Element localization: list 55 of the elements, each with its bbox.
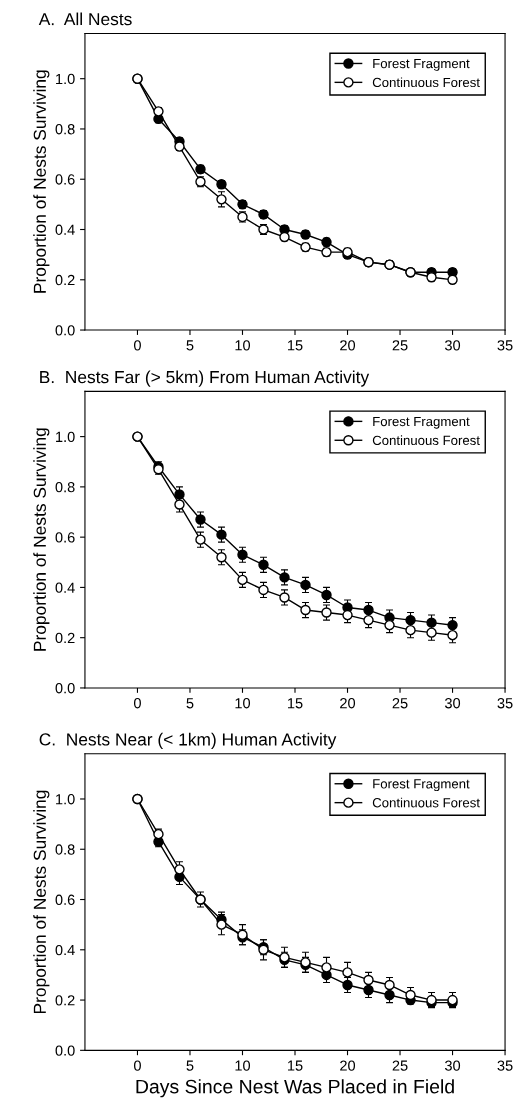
y-tick-label: 0.4 (55, 944, 75, 956)
y-tick-label: 0.8 (55, 844, 75, 855)
y-tick-label: 0.0 (55, 683, 75, 694)
chart-title: A. All Nests (38, 12, 132, 26)
y-tick-label: 0.6 (55, 894, 75, 905)
y-tick-label: 1.0 (56, 794, 75, 805)
x-tick-label: 35 (497, 1060, 513, 1071)
x-tick-label: 10 (235, 1060, 251, 1071)
x-tick-label: 10 (235, 340, 251, 351)
x-tick-label: 20 (340, 340, 356, 351)
x-tick-label: 20 (340, 698, 356, 709)
y-tick-label: 0.2 (55, 274, 75, 286)
x-tick-label: 35 (497, 698, 513, 709)
y-axis-title: Proportion of Nests Surviving (33, 428, 50, 651)
x-tick-label: 10 (235, 698, 251, 709)
y-tick-label: 0.6 (55, 174, 75, 185)
y-tick-label: 0.4 (55, 224, 75, 235)
y-tick-label: 0.2 (55, 632, 75, 644)
legend-label: Continuous Forest (372, 797, 480, 808)
x-tick-label: 20 (340, 1060, 356, 1071)
y-tick-label: 0.4 (55, 582, 75, 593)
y-tick-label: 0.8 (55, 124, 75, 135)
y-axis-title: Proportion of Nests Surviving (33, 70, 50, 293)
x-tick-label: 0 (133, 1060, 141, 1071)
y-tick-label: 1.0 (56, 73, 75, 85)
x-tick-label: 15 (288, 698, 303, 709)
y-tick-label: 0.2 (55, 995, 75, 1006)
legend-label: Forest Fragment (373, 59, 470, 71)
legend-label: Forest Fragment (373, 416, 470, 429)
x-tick-label: 5 (186, 698, 194, 709)
chart-title: C. Nests Near (< 1km) Human Activity (39, 732, 337, 750)
legend-label: Continuous Forest (372, 77, 480, 88)
y-tick-label: 0.0 (55, 1045, 75, 1056)
x-axis-title: Days Since Nest Was Placed in Field (136, 1079, 454, 1098)
y-tick-label: 0.6 (55, 532, 75, 543)
x-tick-label: 30 (444, 698, 461, 709)
legend-label: Forest Fragment (373, 779, 470, 792)
x-tick-label: 15 (288, 340, 303, 351)
x-tick-label: 5 (186, 340, 194, 351)
y-axis-title: Proportion of Nests Surviving (33, 790, 50, 1014)
x-tick-label: 25 (392, 698, 408, 709)
x-tick-label: 25 (392, 340, 408, 351)
x-tick-label: 0 (133, 340, 141, 351)
x-tick-label: 35 (497, 340, 513, 351)
x-tick-label: 25 (392, 1060, 408, 1071)
y-tick-label: 0.8 (55, 481, 75, 493)
y-tick-label: 0.0 (55, 325, 75, 336)
x-tick-label: 30 (444, 340, 461, 351)
legend-label: Continuous Forest (372, 435, 480, 446)
x-tick-label: 15 (288, 1060, 303, 1071)
x-tick-label: 30 (444, 1060, 461, 1071)
chart-title: B. Nests Far (> 5km) From Human Activity (40, 370, 370, 387)
x-tick-label: 5 (186, 1060, 194, 1071)
x-tick-label: 0 (133, 698, 141, 709)
y-tick-label: 1.0 (56, 431, 75, 443)
